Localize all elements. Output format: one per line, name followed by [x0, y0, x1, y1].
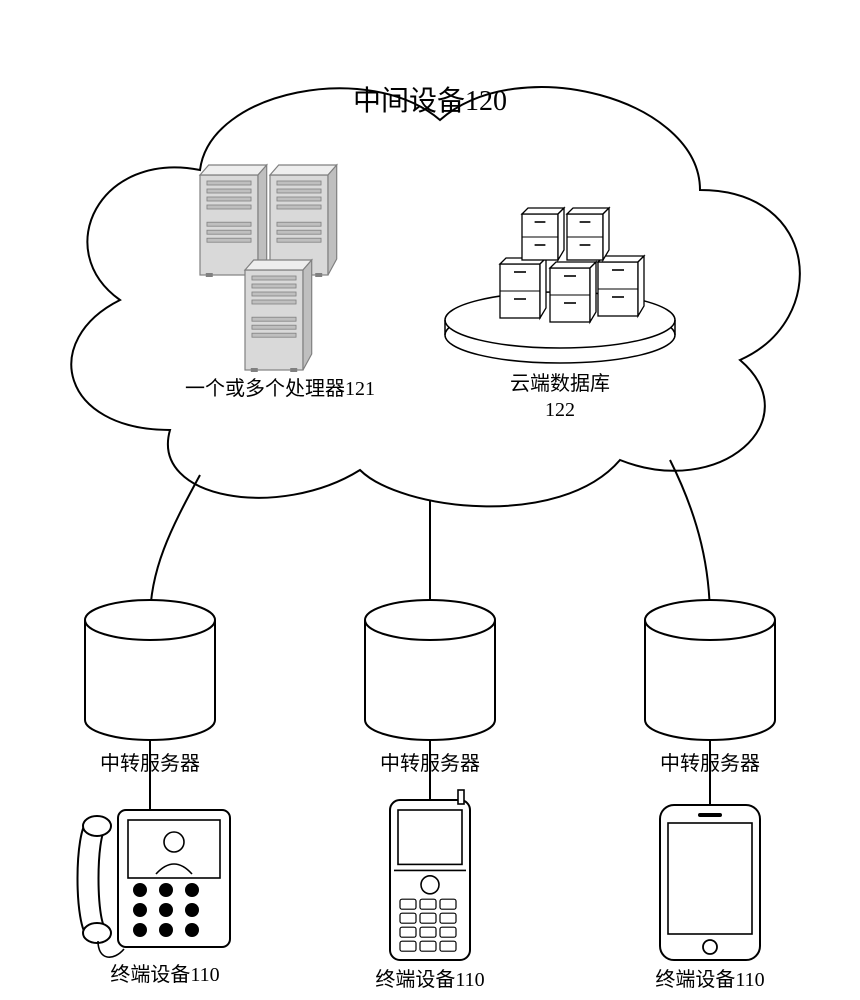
terminals-group: 终端设备110 终端设备110 终端设备110 — [78, 790, 765, 991]
server-tower-icon — [245, 260, 312, 372]
flipphone-icon — [390, 790, 470, 960]
processors-group — [200, 165, 337, 372]
db-node-icon — [550, 262, 596, 322]
cloud-database-group — [445, 208, 675, 363]
db-node-icon — [522, 208, 564, 260]
smartphone-icon — [660, 805, 760, 960]
db-node-icon — [500, 258, 546, 318]
cloud-middleware: 中间设备120 一个或多个处理器121 云端数据库 122 — [71, 85, 800, 506]
connector-cloud-relay — [670, 460, 710, 620]
terminal-label: 终端设备110 — [110, 963, 219, 986]
db-node-icon — [567, 208, 609, 260]
cloud-db-label-2: 122 — [545, 399, 575, 421]
processors-label: 一个或多个处理器121 — [185, 377, 375, 400]
db-node-icon — [598, 256, 644, 316]
connector-cloud-relay — [150, 475, 200, 620]
terminal-label: 终端设备110 — [655, 968, 764, 991]
terminal-label: 终端设备110 — [375, 968, 484, 991]
cloud-db-label-1: 云端数据库 — [510, 372, 610, 395]
deskphone-icon — [78, 810, 231, 957]
cloud-title: 中间设备120 — [353, 85, 507, 117]
